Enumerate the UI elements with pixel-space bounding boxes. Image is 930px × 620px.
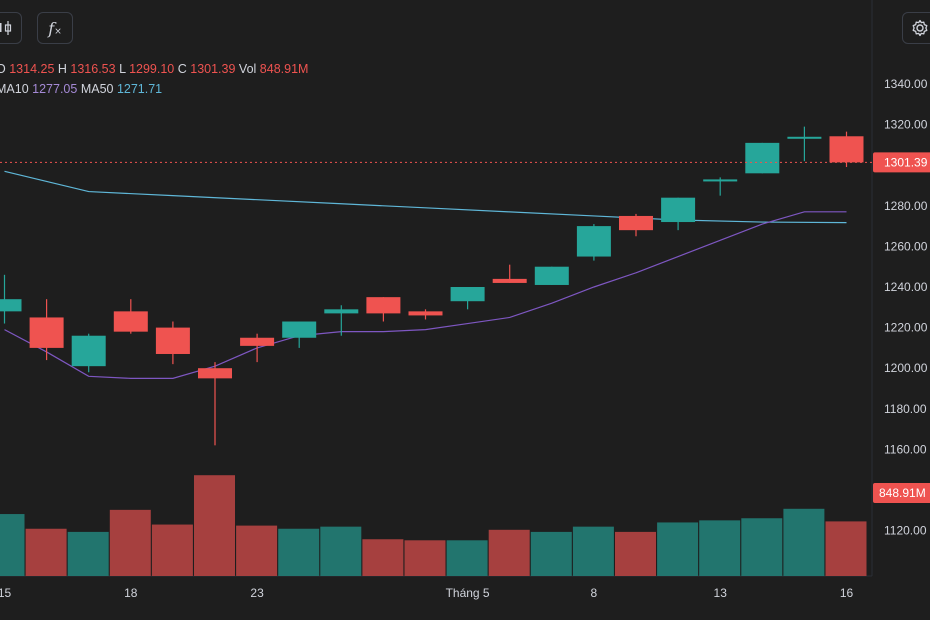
- ohlc-legend: O 1314.25 H 1316.53 L 1299.10 C 1301.39 …: [0, 62, 308, 76]
- x-tick-label: 8: [591, 586, 598, 600]
- candle-body: [408, 311, 443, 316]
- volume-bar: [278, 528, 320, 576]
- gear-icon: [912, 19, 928, 37]
- open-label: O: [0, 62, 6, 76]
- volume-value: 848.91M: [259, 62, 309, 76]
- candle-body: [155, 327, 190, 354]
- volume-bar: [446, 540, 488, 576]
- volume-bar: [25, 528, 67, 576]
- volume-bar: [615, 531, 656, 576]
- function-icon: f: [48, 18, 55, 38]
- last-volume-tag-label: 848.91M: [879, 486, 926, 500]
- candle-body: [829, 136, 864, 163]
- high-value: 1316.53: [70, 62, 116, 76]
- low-label: L: [119, 62, 126, 76]
- settings-button[interactable]: [902, 12, 930, 44]
- volume-bar: [404, 540, 446, 576]
- candlestick-icon: [0, 21, 12, 35]
- volume-bar: [741, 518, 783, 576]
- volume-bar: [0, 514, 25, 576]
- open-value: 1314.25: [9, 62, 55, 76]
- x-tick-label: Tháng 5: [446, 586, 490, 600]
- ma10-value: 1277.05: [32, 82, 78, 96]
- last-volume-tag: [873, 483, 930, 503]
- ma50-label: MA50: [80, 82, 114, 96]
- candle-body: [71, 335, 106, 367]
- y-tick-label: 1240.00: [884, 280, 928, 294]
- volume-label: Vol: [238, 62, 257, 76]
- volume-bar: [783, 508, 825, 576]
- close-value: 1301.39: [190, 62, 236, 76]
- indicators-button[interactable]: f ×: [37, 12, 73, 44]
- candle-body: [366, 297, 401, 314]
- candle-body: [619, 215, 653, 231]
- volume-bar: [488, 529, 530, 576]
- volume-bar: [362, 539, 404, 576]
- low-value: 1299.10: [129, 62, 175, 76]
- ma50-value: 1271.71: [116, 82, 163, 96]
- close-label: C: [177, 62, 187, 76]
- volume-bar: [572, 526, 614, 576]
- volume-bar: [67, 531, 109, 576]
- x-tick-label: 15: [0, 586, 11, 600]
- y-tick-label: 1160.00: [884, 442, 927, 456]
- candle-body: [661, 197, 696, 223]
- volume-bar: [194, 475, 235, 576]
- high-label: H: [57, 62, 67, 76]
- y-tick-label: 1340.00: [884, 77, 928, 91]
- candle-body: [198, 368, 232, 379]
- candle-body: [745, 142, 780, 174]
- volume-bar: [236, 525, 278, 576]
- candle-body: [492, 278, 527, 283]
- candle-body: [29, 317, 64, 348]
- candle-body: [0, 299, 22, 312]
- last-price-tag: [873, 152, 930, 173]
- y-tick-label: 1180.00: [884, 402, 927, 416]
- candle-body: [703, 179, 738, 182]
- y-tick-label: 1260.00: [884, 239, 928, 253]
- candle-body: [787, 136, 822, 139]
- candle-body: [576, 226, 611, 257]
- candle-body: [240, 337, 275, 346]
- y-tick-label: 1120.00: [884, 524, 927, 538]
- ma50-line: [4, 170, 847, 224]
- y-tick-label: 1320.00: [884, 118, 928, 132]
- x-tick-label: 13: [714, 586, 728, 600]
- ma10-line: [4, 211, 847, 379]
- candle-body: [534, 266, 569, 285]
- ma10-label: MA10: [0, 82, 29, 96]
- volume-bar: [699, 520, 741, 576]
- volume-bar: [825, 521, 867, 576]
- candle-body: [282, 321, 317, 338]
- volume-bar: [109, 509, 151, 576]
- x-tick-label: 18: [124, 586, 138, 600]
- volume-bar: [657, 522, 699, 576]
- y-tick-label: 1280.00: [884, 199, 928, 213]
- candlestick-button[interactable]: [0, 12, 22, 44]
- ma-legend: MA10 1277.05 MA50 1271.71: [0, 82, 162, 96]
- volume-bar: [530, 531, 572, 576]
- volume-bar: [151, 524, 193, 576]
- candle-body: [113, 311, 148, 332]
- y-tick-label: 1200.00: [884, 361, 928, 375]
- x-tick-label: 16: [840, 586, 854, 600]
- candle-body: [324, 309, 359, 314]
- volume-bar: [320, 526, 362, 576]
- x-tick-label: 23: [250, 586, 264, 600]
- y-tick-label: 1220.00: [884, 321, 928, 335]
- last-price-tag-label: 1301.39: [884, 155, 928, 169]
- candle-body: [450, 287, 485, 302]
